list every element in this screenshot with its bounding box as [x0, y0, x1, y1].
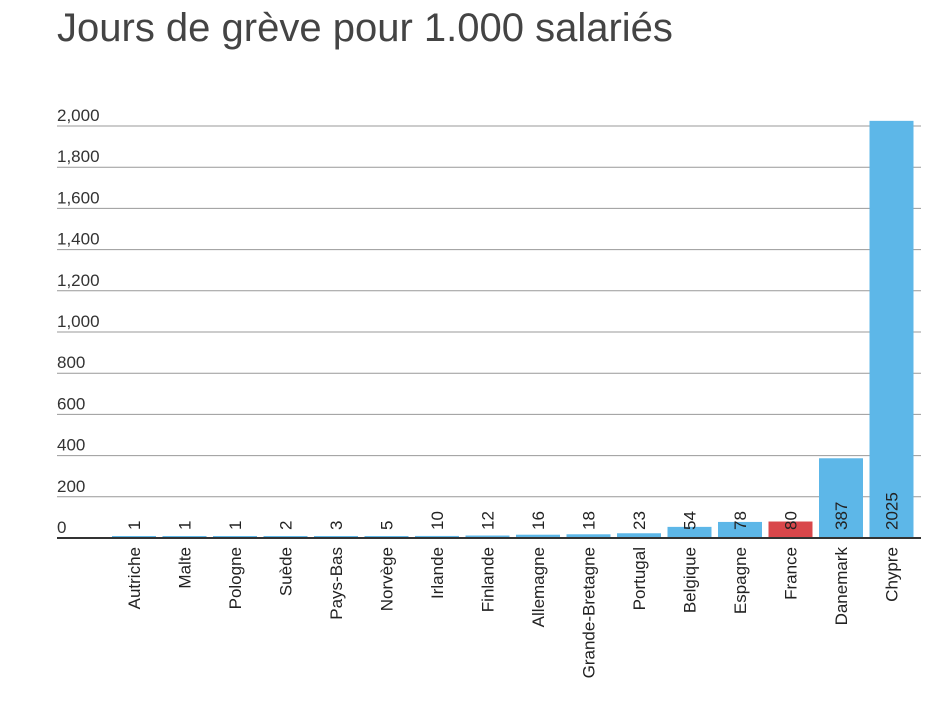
bar [718, 521, 762, 538]
bar [667, 526, 712, 538]
category-label: Chypre [883, 547, 902, 602]
value-label: 1 [226, 521, 245, 530]
category-label: Pays-Bas [327, 547, 346, 620]
value-label: 10 [428, 511, 447, 530]
category-label: Suède [277, 547, 296, 596]
value-label: 1 [176, 521, 195, 530]
bar [516, 534, 560, 538]
gridlines [57, 125, 921, 498]
bar [566, 534, 611, 538]
y-tick-label: 200 [57, 477, 85, 496]
category-label: Danemark [832, 547, 851, 626]
value-label: 5 [378, 521, 397, 530]
bar [819, 458, 863, 538]
category-label: Grande-Bretagne [580, 547, 599, 678]
value-label: 23 [630, 511, 649, 530]
category-labels: Autriche Malte Pologne Suède Pays-Bas Norvège… [125, 547, 902, 679]
category-label: Pologne [226, 547, 245, 609]
bar [465, 535, 510, 538]
category-label: Malte [176, 547, 195, 589]
value-label: 1 [125, 521, 144, 530]
value-label: 387 [832, 502, 851, 530]
y-tick-label: 1,000 [57, 312, 100, 331]
value-labels: 1 1 1 2 3 5 10 12 16 18 23 54 78 80 387 2025 [125, 492, 902, 530]
bar [415, 535, 459, 538]
value-label: 16 [529, 511, 548, 530]
category-label: Belgique [681, 547, 700, 613]
y-tick-label: 600 [57, 394, 85, 413]
category-label: Espagne [731, 547, 750, 614]
value-label: 3 [327, 521, 346, 530]
category-label: Finlande [479, 547, 498, 612]
chart-title: Jours de grève pour 1.000 salariés [57, 6, 673, 50]
value-label: 80 [782, 511, 801, 530]
value-label: 54 [681, 511, 700, 530]
y-tick-label: 1,800 [57, 147, 100, 166]
category-label: Irlande [428, 547, 447, 599]
y-tick-label: 2,000 [57, 106, 100, 125]
y-tick-label: 0 [57, 518, 66, 537]
category-label: Portugal [630, 547, 649, 610]
category-label: Norvège [378, 547, 397, 611]
bars [112, 120, 914, 538]
y-axis-ticks: 0 200 400 600 800 1,000 1,200 1,400 1,600 1,800 2,… [57, 106, 100, 537]
value-label: 2025 [883, 492, 902, 530]
value-label: 78 [731, 511, 750, 530]
bar [869, 120, 914, 538]
value-label: 2 [277, 521, 296, 530]
value-label: 12 [479, 511, 498, 530]
value-label: 18 [580, 511, 599, 530]
bar [768, 521, 813, 538]
category-label: Allemagne [529, 547, 548, 627]
category-label: Autriche [125, 547, 144, 609]
category-label: France [782, 547, 801, 600]
y-tick-label: 1,200 [57, 271, 100, 290]
y-tick-label: 400 [57, 436, 85, 455]
bar [617, 533, 661, 538]
y-tick-label: 1,400 [57, 230, 100, 249]
y-tick-label: 800 [57, 353, 85, 372]
y-tick-label: 1,600 [57, 188, 100, 207]
